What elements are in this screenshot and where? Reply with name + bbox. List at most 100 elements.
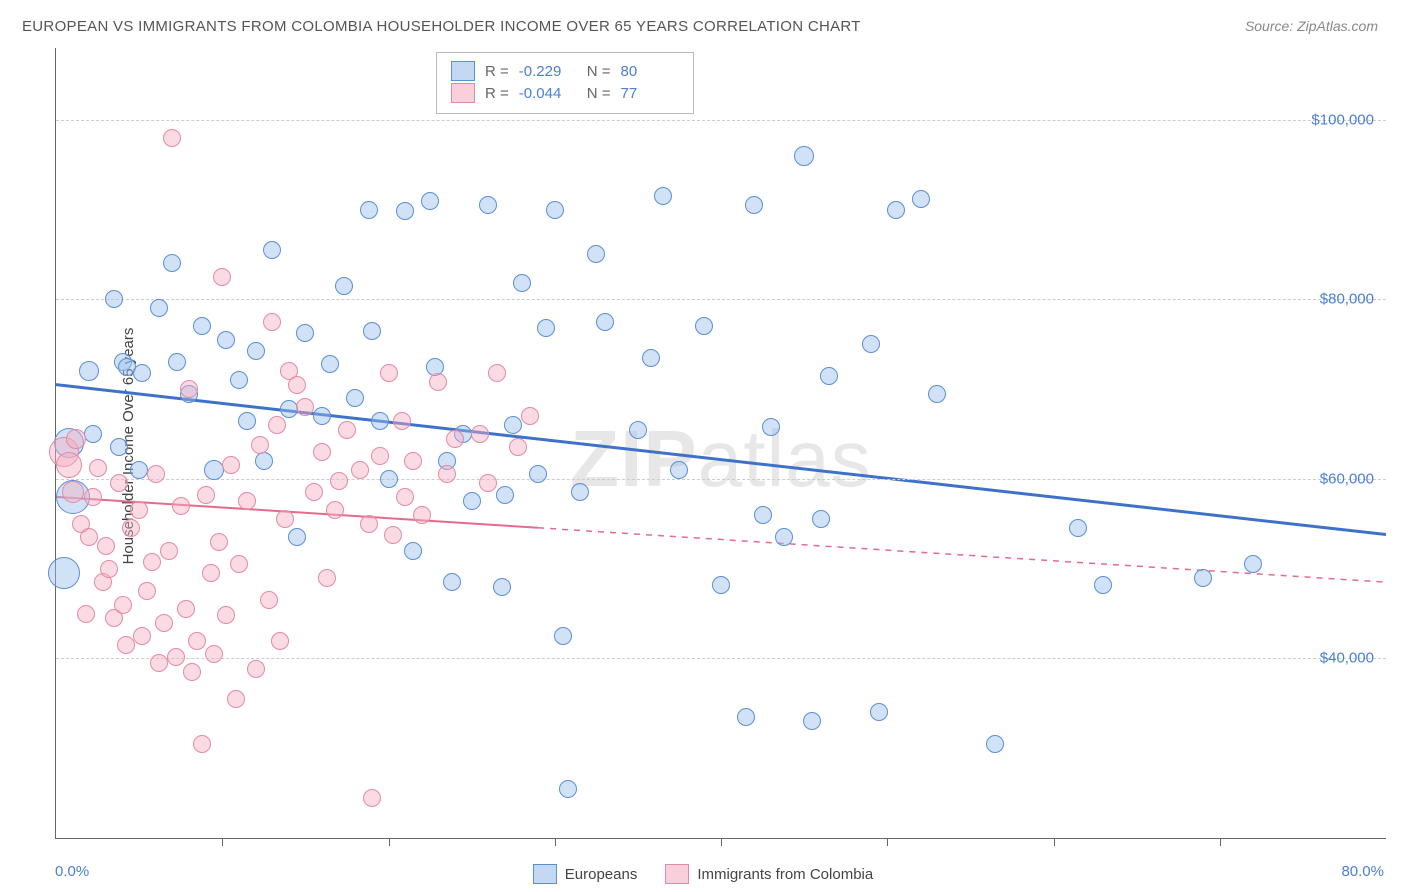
xtick bbox=[222, 838, 223, 846]
xtick bbox=[887, 838, 888, 846]
legend-item-europeans: Europeans bbox=[533, 864, 638, 884]
data-point bbox=[97, 537, 115, 555]
data-point bbox=[537, 319, 555, 337]
data-point bbox=[48, 557, 80, 589]
data-point bbox=[363, 789, 381, 807]
data-point bbox=[471, 425, 489, 443]
data-point bbox=[114, 596, 132, 614]
data-point bbox=[803, 712, 821, 730]
r-value: -0.044 bbox=[519, 85, 577, 102]
data-point bbox=[172, 497, 190, 515]
data-point bbox=[986, 735, 1004, 753]
data-point bbox=[251, 436, 269, 454]
stats-legend-box: R =-0.229N =80R =-0.044N =77 bbox=[436, 52, 694, 114]
r-label: R = bbox=[485, 63, 509, 80]
r-value: -0.229 bbox=[519, 63, 577, 80]
data-point bbox=[163, 254, 181, 272]
data-point bbox=[255, 452, 273, 470]
data-point bbox=[887, 201, 905, 219]
data-point bbox=[596, 313, 614, 331]
xtick bbox=[721, 838, 722, 846]
data-point bbox=[133, 364, 151, 382]
data-point bbox=[66, 429, 86, 449]
data-point bbox=[183, 663, 201, 681]
data-point bbox=[227, 690, 245, 708]
data-point bbox=[870, 703, 888, 721]
data-point bbox=[488, 364, 506, 382]
data-point bbox=[133, 627, 151, 645]
source-label: Source: ZipAtlas.com bbox=[1245, 18, 1378, 34]
data-point bbox=[197, 486, 215, 504]
data-point bbox=[421, 192, 439, 210]
swatch-icon bbox=[451, 61, 475, 81]
data-point bbox=[862, 335, 880, 353]
data-point bbox=[794, 146, 814, 166]
data-point bbox=[642, 349, 660, 367]
data-point bbox=[150, 299, 168, 317]
data-point bbox=[147, 465, 165, 483]
gridline bbox=[56, 299, 1386, 300]
data-point bbox=[263, 241, 281, 259]
data-point bbox=[363, 322, 381, 340]
chart-container: EUROPEAN VS IMMIGRANTS FROM COLOMBIA HOU… bbox=[0, 0, 1406, 892]
n-value: 77 bbox=[621, 85, 679, 102]
data-point bbox=[396, 488, 414, 506]
data-point bbox=[100, 560, 118, 578]
data-point bbox=[712, 576, 730, 594]
bottom-legend: Europeans Immigrants from Colombia bbox=[0, 864, 1406, 884]
data-point bbox=[238, 412, 256, 430]
data-point bbox=[143, 553, 161, 571]
data-point bbox=[670, 461, 688, 479]
data-point bbox=[77, 605, 95, 623]
data-point bbox=[775, 528, 793, 546]
data-point bbox=[438, 465, 456, 483]
data-point bbox=[89, 459, 107, 477]
data-point bbox=[217, 331, 235, 349]
data-point bbox=[177, 600, 195, 618]
swatch-pink bbox=[665, 864, 689, 884]
data-point bbox=[326, 501, 344, 519]
data-point bbox=[56, 452, 82, 478]
data-point bbox=[529, 465, 547, 483]
data-point bbox=[912, 190, 930, 208]
data-point bbox=[346, 389, 364, 407]
data-point bbox=[150, 654, 168, 672]
data-point bbox=[271, 632, 289, 650]
data-point bbox=[321, 355, 339, 373]
data-point bbox=[629, 421, 647, 439]
data-point bbox=[193, 735, 211, 753]
data-point bbox=[193, 317, 211, 335]
data-point bbox=[330, 472, 348, 490]
data-point bbox=[493, 578, 511, 596]
data-point bbox=[404, 452, 422, 470]
data-point bbox=[202, 564, 220, 582]
xtick bbox=[1220, 838, 1221, 846]
data-point bbox=[654, 187, 672, 205]
data-point bbox=[313, 443, 331, 461]
n-value: 80 bbox=[621, 63, 679, 80]
data-point bbox=[371, 447, 389, 465]
data-point bbox=[463, 492, 481, 510]
data-point bbox=[122, 519, 140, 537]
data-point bbox=[288, 376, 306, 394]
data-point bbox=[745, 196, 763, 214]
data-point bbox=[513, 274, 531, 292]
data-point bbox=[84, 488, 102, 506]
data-point bbox=[263, 313, 281, 331]
data-point bbox=[260, 591, 278, 609]
data-point bbox=[413, 506, 431, 524]
data-point bbox=[384, 526, 402, 544]
n-label: N = bbox=[587, 85, 611, 102]
gridline bbox=[56, 120, 1386, 121]
swatch-blue bbox=[533, 864, 557, 884]
data-point bbox=[138, 582, 156, 600]
data-point bbox=[79, 361, 99, 381]
data-point bbox=[296, 324, 314, 342]
data-point bbox=[276, 510, 294, 528]
data-point bbox=[695, 317, 713, 335]
data-point bbox=[130, 501, 148, 519]
data-point bbox=[247, 660, 265, 678]
data-point bbox=[546, 201, 564, 219]
data-point bbox=[335, 277, 353, 295]
data-point bbox=[318, 569, 336, 587]
